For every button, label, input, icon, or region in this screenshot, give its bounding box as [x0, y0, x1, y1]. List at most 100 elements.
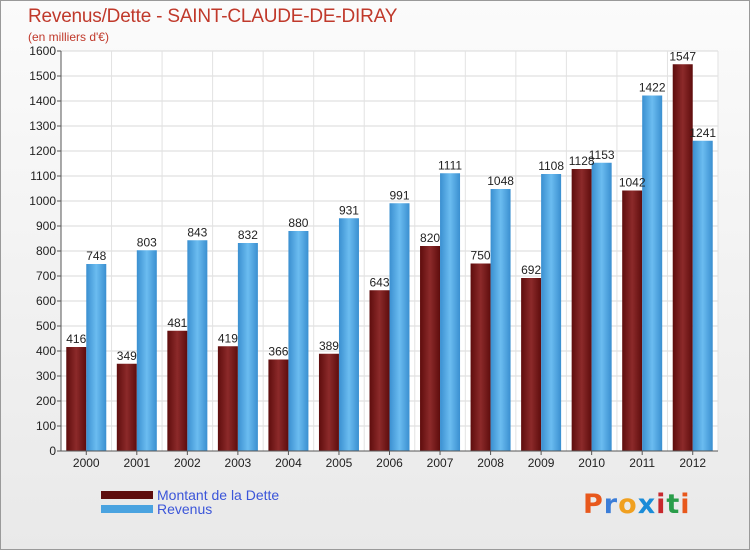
data-label-revenus: 843 — [187, 225, 207, 239]
bar-dette — [622, 190, 643, 451]
bar-dette — [318, 353, 339, 451]
y-tick-label: 300 — [36, 369, 56, 383]
x-tick-label: 2005 — [326, 456, 353, 470]
data-label-revenus: 748 — [86, 249, 106, 263]
bar-revenus — [187, 240, 208, 451]
bar-revenus — [642, 95, 663, 451]
bar-revenus — [237, 243, 258, 451]
data-label-dette: 820 — [420, 231, 440, 245]
bar-dette — [116, 363, 137, 451]
data-label-revenus: 931 — [339, 203, 359, 217]
logo-letter: x — [637, 489, 657, 520]
data-label-revenus: 991 — [389, 188, 409, 202]
bar-revenus — [591, 162, 612, 451]
x-tick-label: 2011 — [629, 456, 655, 470]
bar-revenus — [440, 173, 461, 451]
y-tick-label: 100 — [36, 419, 56, 433]
y-tick-label: 1400 — [29, 94, 56, 108]
data-label-dette: 366 — [268, 345, 288, 359]
y-tick-label: 1300 — [29, 119, 56, 133]
bar-dette — [521, 278, 542, 451]
bar-dette — [66, 347, 87, 451]
bar-dette — [672, 64, 693, 451]
bar-revenus — [338, 218, 359, 451]
data-label-dette: 481 — [167, 316, 187, 330]
legend-item-revenus: Revenus — [101, 501, 213, 517]
x-tick-label: 2003 — [225, 456, 252, 470]
bar-dette — [420, 246, 441, 451]
y-tick-label: 1000 — [29, 194, 56, 208]
data-label-revenus: 1241 — [689, 126, 716, 140]
bar-dette — [167, 330, 188, 451]
y-tick-label: 400 — [36, 344, 56, 358]
logo-letter: r — [603, 489, 619, 520]
y-tick-label: 600 — [36, 294, 56, 308]
bar-dette — [217, 346, 238, 451]
data-label-revenus: 1108 — [538, 159, 564, 173]
data-label-revenus: 803 — [137, 235, 157, 249]
y-tick-label: 1500 — [29, 69, 56, 83]
logo-letter: o — [618, 489, 638, 520]
proxiti-logo: Proxiti — [583, 489, 691, 520]
bar-dette — [268, 359, 289, 451]
data-label-dette: 1042 — [619, 176, 646, 190]
legend-label-debt: Montant de la Dette — [157, 487, 280, 503]
y-tick-label: 700 — [36, 269, 56, 283]
chart-subtitle: (en milliers d'€) — [28, 30, 109, 44]
y-tick-label: 500 — [36, 319, 56, 333]
logo-letter: t — [666, 489, 681, 520]
bar-revenus — [692, 140, 713, 451]
data-label-dette: 389 — [319, 339, 339, 353]
data-label-revenus: 832 — [238, 228, 258, 242]
y-tick-label: 200 — [36, 394, 56, 408]
data-label-dette: 750 — [471, 249, 491, 263]
data-label-revenus: 1048 — [487, 174, 514, 188]
chart-title: Revenus/Dette - SAINT-CLAUDE-DE-DIRAY — [28, 6, 398, 27]
data-label-revenus: 1111 — [438, 158, 462, 172]
data-label-dette: 1128 — [569, 154, 595, 168]
bar-revenus — [136, 250, 157, 451]
x-tick-label: 2004 — [275, 456, 302, 470]
y-tick-label: 900 — [36, 219, 56, 233]
logo-letter: P — [583, 489, 604, 520]
data-label-dette: 419 — [218, 331, 238, 345]
x-tick-label: 2002 — [174, 456, 201, 470]
bar-dette — [369, 290, 390, 451]
x-tick-label: 2009 — [528, 456, 555, 470]
bar-revenus — [490, 189, 511, 451]
bar-dette — [470, 263, 491, 451]
logo-letter: i — [680, 489, 691, 520]
y-tick-label: 0 — [49, 444, 56, 458]
y-tick-label: 1100 — [30, 169, 56, 183]
y-tick-label: 800 — [36, 244, 56, 258]
data-label-dette: 416 — [66, 332, 86, 346]
x-tick-label: 2010 — [578, 456, 605, 470]
x-tick-label: 2006 — [376, 456, 403, 470]
legend-swatch-debt — [101, 491, 153, 499]
bar-revenus — [288, 231, 309, 451]
data-label-dette: 643 — [369, 275, 389, 289]
data-label-dette: 349 — [117, 349, 137, 363]
data-label-dette: 1547 — [669, 49, 696, 63]
data-label-dette: 692 — [521, 263, 541, 277]
legend-label-revenus: Revenus — [157, 501, 213, 517]
bar-dette — [571, 169, 592, 451]
legend-swatch-revenus — [101, 505, 153, 513]
bar-revenus — [541, 174, 562, 451]
legend-item-debt: Montant de la Dette — [101, 487, 280, 503]
logo-letter: i — [656, 489, 667, 520]
x-tick-label: 2012 — [679, 456, 706, 470]
data-label-revenus: 1422 — [639, 81, 666, 95]
y-tick-label: 1600 — [29, 44, 56, 58]
bar-revenus — [86, 264, 107, 451]
data-label-revenus: 1153 — [589, 148, 615, 162]
x-tick-label: 2007 — [427, 456, 454, 470]
x-tick-label: 2001 — [123, 456, 150, 470]
x-tick-label: 2000 — [73, 456, 100, 470]
data-label-revenus: 880 — [288, 216, 308, 230]
y-tick-label: 1200 — [29, 144, 56, 158]
bar-revenus — [389, 203, 410, 451]
x-tick-label: 2008 — [477, 456, 504, 470]
